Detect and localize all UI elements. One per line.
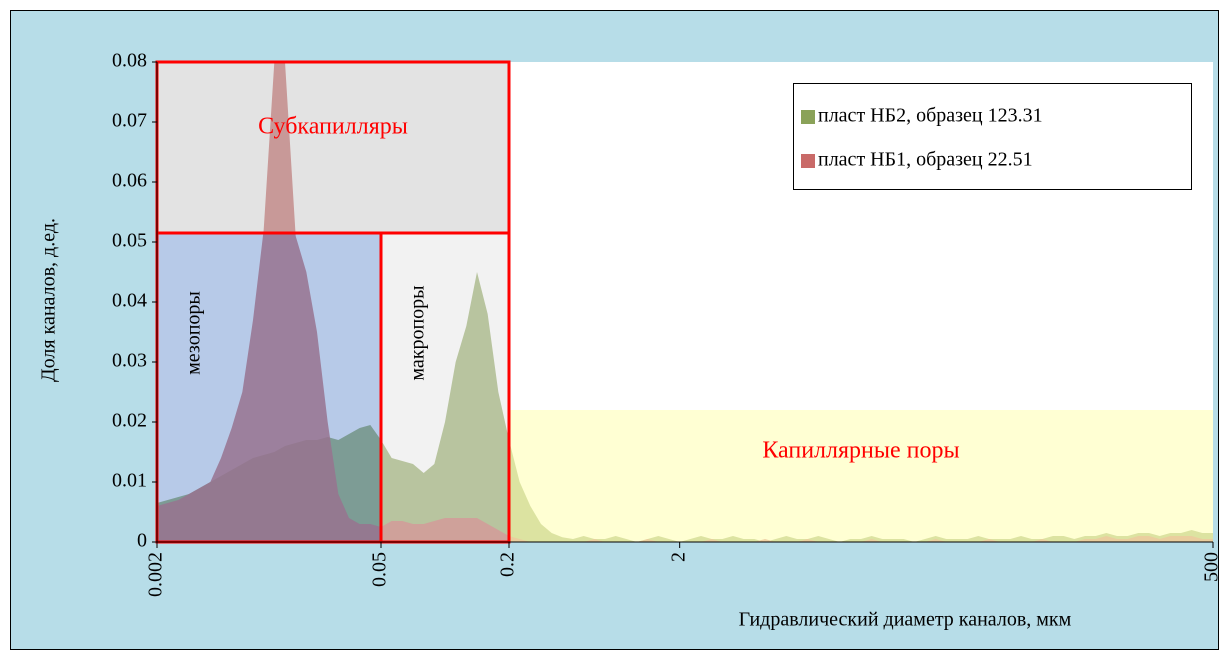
y-tick-label: 0 (137, 530, 147, 552)
y-tick-label: 0.07 (112, 110, 147, 132)
legend-label: пласт НБ1, образец 22.51 (818, 149, 1033, 171)
x-tick-label: 500 (1201, 552, 1223, 582)
y-tick-label: 0.02 (112, 410, 147, 432)
x-tick-label: 0.2 (497, 552, 519, 577)
x-tick-label: 0.002 (145, 552, 167, 597)
region (379, 231, 511, 544)
region-label: Капиллярные поры (762, 438, 959, 464)
region-label: Субкапилляры (258, 114, 408, 140)
y-tick-label: 0.06 (112, 170, 147, 192)
region (155, 231, 383, 544)
y-tick-label: 0.03 (112, 350, 147, 372)
legend-box (793, 83, 1192, 190)
y-tick-label: 0.04 (112, 290, 147, 312)
legend-swatch (801, 154, 815, 168)
region-label: мезопоры (183, 291, 205, 375)
x-tick-label: 0.05 (369, 552, 391, 587)
legend-label: пласт НБ2, образец 123.31 (818, 105, 1043, 127)
y-axis-title: Доля каналов, д.ед. (38, 218, 60, 382)
region (509, 410, 1213, 542)
y-tick-label: 0.05 (112, 230, 147, 252)
region-label: макропоры (407, 285, 429, 380)
y-tick-label: 0.08 (112, 50, 147, 72)
x-axis-title: Гидравлический диаметр каналов, мкм (739, 609, 1072, 631)
region (155, 60, 511, 235)
legend-swatch (801, 110, 815, 124)
x-tick-label: 2 (667, 552, 689, 562)
y-tick-label: 0.01 (112, 470, 147, 492)
